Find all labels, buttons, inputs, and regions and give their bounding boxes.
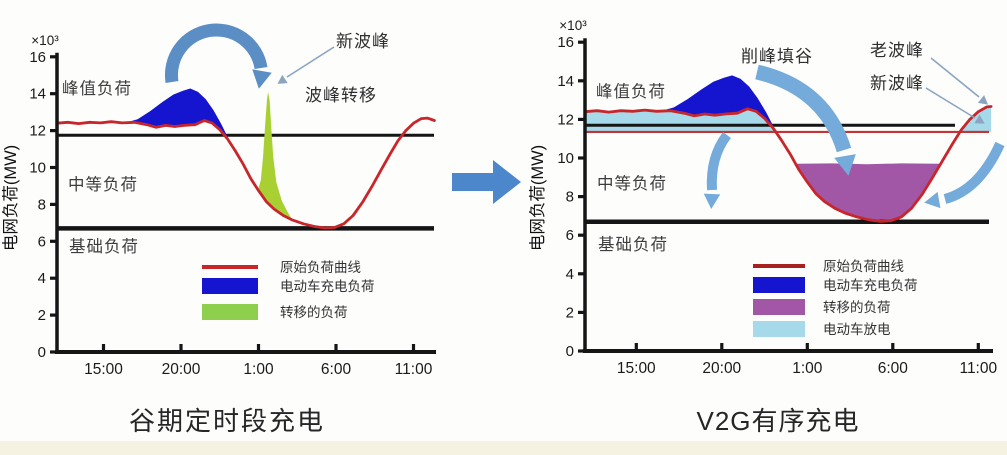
svg-text:10: 10 bbox=[557, 150, 574, 167]
original-load-curve bbox=[55, 116, 436, 230]
svg-text:原始负荷曲线: 原始负荷曲线 bbox=[280, 260, 361, 275]
svg-text:6: 6 bbox=[566, 227, 574, 244]
svg-text:10: 10 bbox=[29, 160, 46, 177]
zone-label: 基础负荷 bbox=[598, 235, 668, 254]
y-exponent-label: ×10³ bbox=[31, 33, 59, 48]
zone-label: 中等负荷 bbox=[68, 175, 138, 194]
bottom-banner bbox=[0, 441, 1007, 455]
shifted-load-spike bbox=[257, 91, 293, 221]
new-peak-pointer-arrow bbox=[925, 87, 985, 124]
old-peak-pointer-arrow bbox=[930, 57, 988, 105]
axes: 0 2 4 6 8 10 12 14 16 15:00 20:00 1:00 6:00 11:00 bbox=[29, 49, 436, 378]
svg-text:电动车充电负荷: 电动车充电负荷 bbox=[280, 278, 375, 294]
svg-text:0: 0 bbox=[566, 343, 574, 360]
new-peak-label: 新波峰 bbox=[870, 74, 924, 93]
svg-text:8: 8 bbox=[38, 196, 46, 213]
svg-text:15:00: 15:00 bbox=[617, 360, 656, 377]
peak-shaving-valley-filling-label: 削峰填谷 bbox=[741, 47, 813, 66]
svg-text:11:00: 11:00 bbox=[395, 361, 433, 378]
svg-text:2: 2 bbox=[38, 307, 46, 324]
chart-valley-timed-charging: 0 2 4 6 8 10 12 14 16 15:00 20:00 1:00 6:00 11:00 ×10³… bbox=[1, 23, 436, 378]
svg-text:转移的负荷: 转移的负荷 bbox=[280, 305, 348, 320]
svg-text:6: 6 bbox=[38, 233, 46, 250]
left-down-arrow bbox=[703, 131, 732, 209]
y-axis-label: 电网负荷(MW) bbox=[1, 145, 20, 251]
svg-text:2: 2 bbox=[566, 304, 574, 321]
svg-text:转移的负荷: 转移的负荷 bbox=[823, 300, 891, 315]
svg-text:20:00: 20:00 bbox=[702, 360, 741, 377]
svg-text:1:00: 1:00 bbox=[792, 360, 823, 377]
svg-text:1:00: 1:00 bbox=[243, 361, 274, 378]
svg-text:15:00: 15:00 bbox=[84, 361, 123, 378]
axes: 0 2 4 6 8 10 12 14 16 15:00 20:00 1:00 6:00 11:00 bbox=[557, 34, 997, 377]
transition-arrow-icon bbox=[452, 157, 524, 207]
old-peak-label: 老波峰 bbox=[870, 41, 924, 60]
svg-text:14: 14 bbox=[557, 73, 574, 90]
left-chart-title: 谷期定时段充电 bbox=[128, 406, 325, 436]
svg-text:0: 0 bbox=[38, 344, 46, 361]
peak-transfer-label: 波峰转移 bbox=[305, 86, 377, 105]
svg-text:6:00: 6:00 bbox=[321, 361, 352, 378]
zone-label: 峰值负荷 bbox=[596, 82, 666, 101]
svg-text:电动车放电: 电动车放电 bbox=[823, 321, 891, 337]
svg-text:14: 14 bbox=[29, 86, 46, 103]
ev-charging-load-area bbox=[126, 88, 243, 164]
ev-discharge-area-right bbox=[960, 106, 992, 132]
zone-label: 基础负荷 bbox=[69, 237, 139, 256]
peak-move-arc-arrow bbox=[164, 23, 272, 89]
svg-text:12: 12 bbox=[557, 111, 574, 128]
new-peak-pointer-arrow bbox=[277, 46, 335, 84]
zone-label: 中等负荷 bbox=[597, 174, 667, 193]
y-exponent-label: ×10³ bbox=[559, 18, 587, 33]
zone-label: 峰值负荷 bbox=[62, 79, 132, 98]
chart-v2g-ordered-charging: 0 2 4 6 8 10 12 14 16 15:00 20:00 1:00 6:00 11:00 ×10³… bbox=[528, 18, 1005, 377]
new-peak-label: 新波峰 bbox=[336, 32, 390, 51]
y-axis-label: 电网负荷(MW) bbox=[528, 145, 547, 251]
right-chart-title: V2G有序充电 bbox=[696, 406, 860, 436]
svg-text:4: 4 bbox=[38, 270, 46, 287]
svg-text:11:00: 11:00 bbox=[959, 360, 997, 377]
shift-to-valley-arrow bbox=[755, 64, 856, 176]
ev-charging-load-area bbox=[661, 75, 791, 155]
svg-text:电动车充电负荷: 电动车充电负荷 bbox=[823, 277, 918, 293]
svg-text:20:00: 20:00 bbox=[162, 361, 201, 378]
svg-text:4: 4 bbox=[566, 266, 574, 283]
svg-text:16: 16 bbox=[557, 34, 574, 51]
right-down-arrow bbox=[924, 141, 1005, 209]
svg-text:原始负荷曲线: 原始负荷曲线 bbox=[823, 259, 904, 274]
original-load-curve bbox=[583, 105, 993, 223]
svg-text:16: 16 bbox=[29, 49, 46, 66]
svg-text:12: 12 bbox=[29, 123, 46, 140]
transferred-load-area bbox=[795, 163, 941, 222]
svg-text:6:00: 6:00 bbox=[878, 360, 909, 377]
svg-text:8: 8 bbox=[566, 189, 574, 206]
